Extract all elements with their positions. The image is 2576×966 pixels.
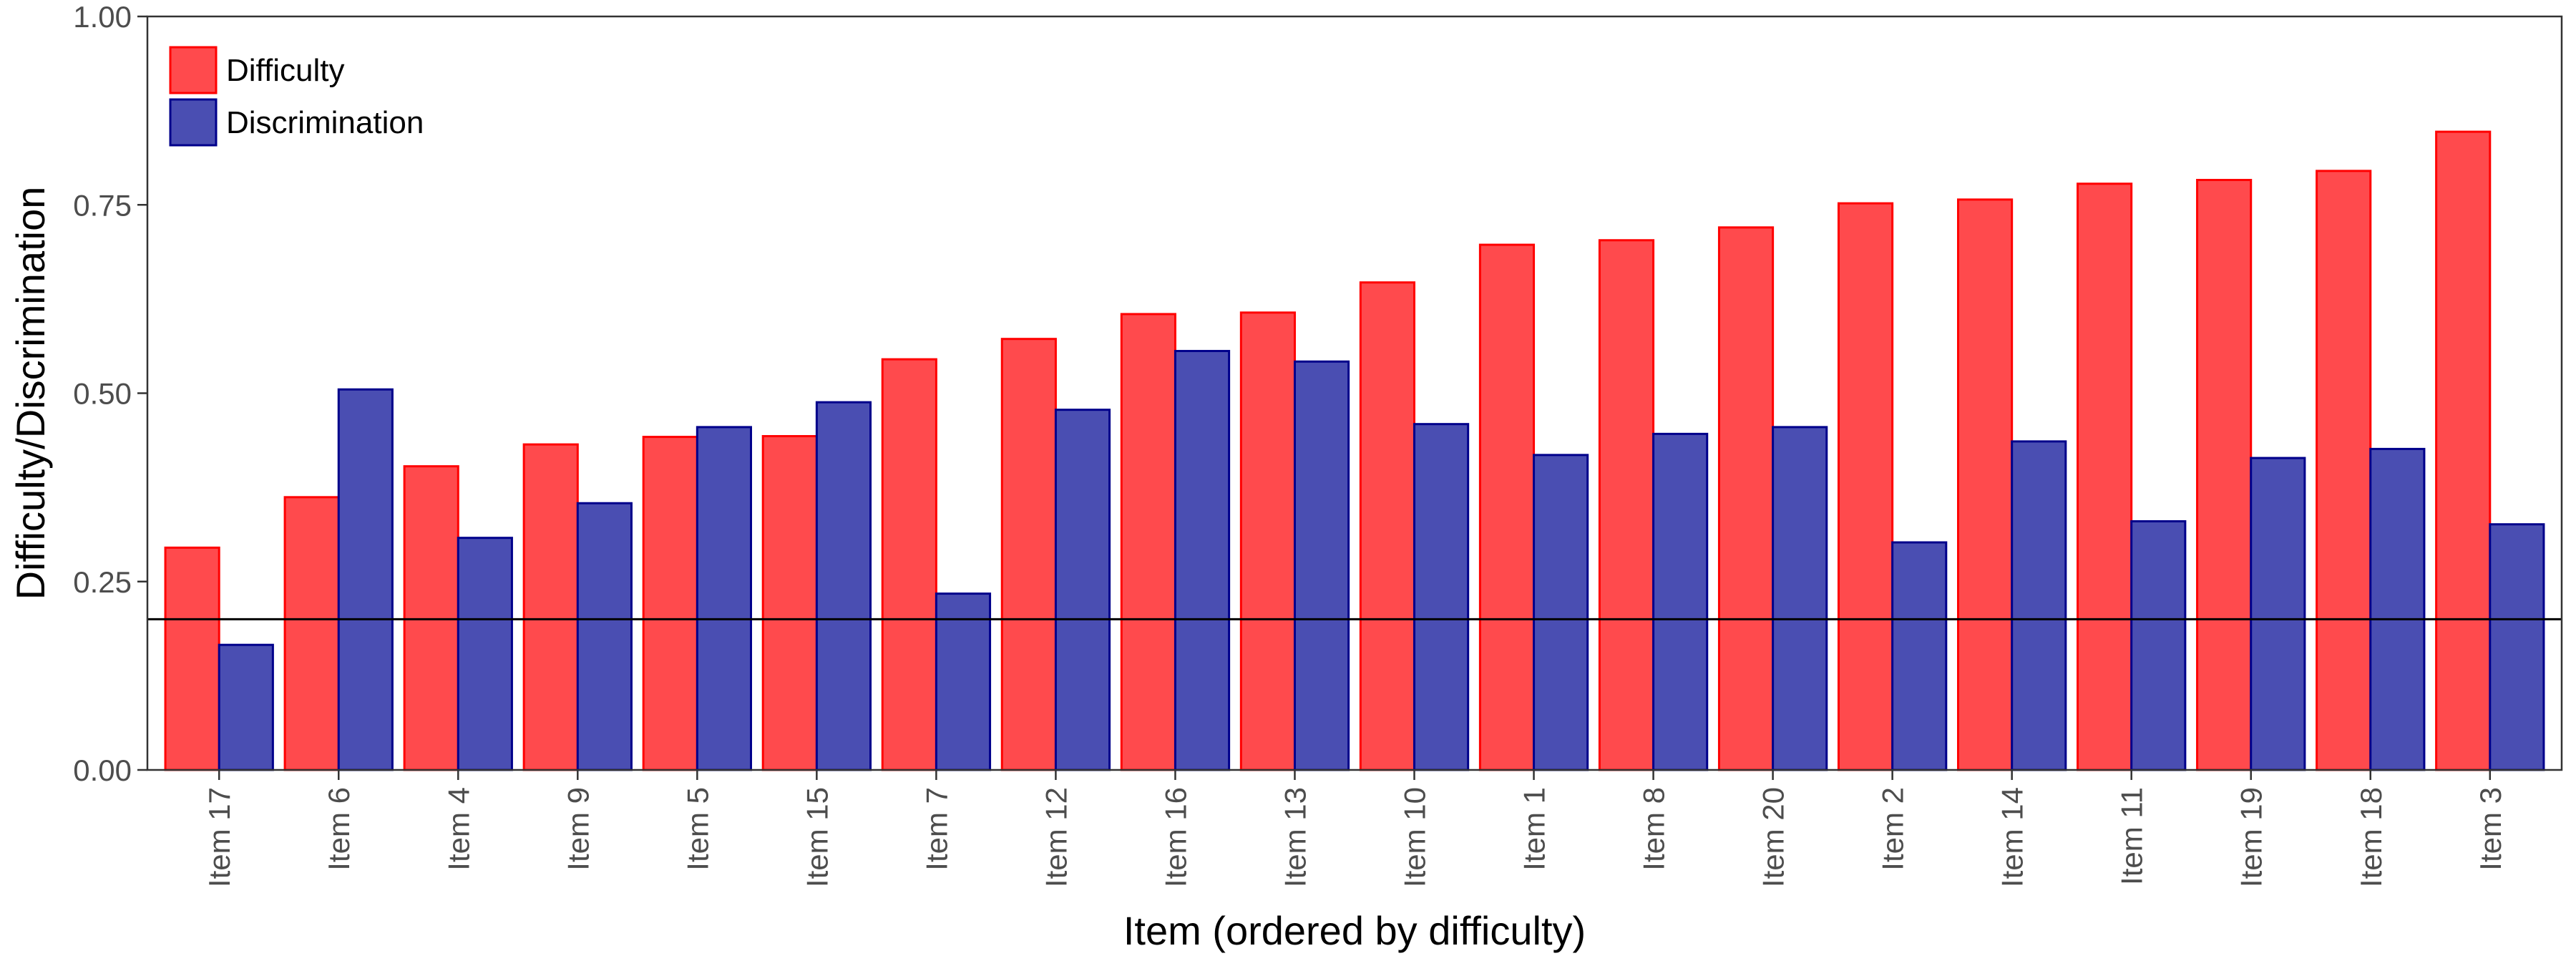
x-tick-label: Item 7 [919, 787, 953, 871]
bar-difficulty-item-5 [642, 436, 698, 771]
bar-difficulty-item-15 [761, 435, 818, 771]
bar-discrimination-item-20 [1772, 426, 1828, 771]
legend-key-difficulty [169, 46, 218, 94]
bar-difficulty-item-13 [1239, 311, 1296, 771]
legend: Difficulty Discrimination [169, 46, 424, 147]
bar-difficulty-item-14 [1957, 198, 2014, 771]
bars-layer [164, 130, 2545, 771]
bar-difficulty-item-7 [881, 358, 937, 771]
x-tick-label: Item 10 [1398, 787, 1432, 887]
x-tick-label: Item 6 [322, 787, 356, 871]
bar-discrimination-item-13 [1293, 360, 1350, 771]
y-axis: 0.00 0.25 0.50 0.75 1.00 [73, 0, 147, 787]
x-tick-label: Item 2 [1876, 787, 1910, 871]
bar-difficulty-item-4 [403, 465, 459, 771]
x-tick-label: Item 16 [1158, 787, 1192, 887]
bar-discrimination-item-17 [218, 643, 274, 771]
x-tick-label: Item 3 [2474, 787, 2507, 871]
y-tick-label: 0.75 [73, 188, 132, 222]
bar-discrimination-item-1 [1533, 454, 1589, 771]
bar-discrimination-item-4 [457, 537, 513, 771]
bar-difficulty-item-11 [2077, 182, 2133, 771]
x-tick-label: Item 17 [203, 787, 236, 887]
x-tick-label: Item 19 [2235, 787, 2268, 887]
bar-difficulty-item-3 [2435, 130, 2492, 771]
x-tick-label: Item 14 [1996, 787, 2029, 887]
bar-discrimination-item-5 [696, 426, 752, 771]
legend-label-discrimination: Discrimination [226, 105, 424, 140]
x-tick-label: Item 5 [680, 787, 714, 871]
bar-difficulty-item-10 [1359, 281, 1416, 771]
y-tick-label: 1.00 [73, 0, 132, 34]
bar-discrimination-item-10 [1413, 423, 1470, 771]
bar-difficulty-item-9 [522, 443, 579, 771]
x-tick-label: Item 9 [561, 787, 595, 871]
bar-difficulty-item-1 [1478, 243, 1536, 771]
bar-discrimination-item-7 [935, 592, 992, 771]
bar-difficulty-item-12 [1000, 338, 1057, 771]
bar-discrimination-item-9 [576, 502, 633, 771]
bar-discrimination-item-15 [815, 401, 872, 771]
x-tick-label: Item 8 [1637, 787, 1671, 871]
bar-difficulty-item-6 [283, 496, 340, 771]
y-axis-title: Difficulty/Discrimination [8, 187, 53, 600]
bar-discrimination-item-2 [1891, 541, 1948, 771]
y-tick-label: 0.25 [73, 565, 132, 599]
bar-discrimination-item-11 [2130, 520, 2187, 771]
x-tick-label: Item 11 [2115, 787, 2149, 885]
bar-difficulty-item-2 [1837, 202, 1894, 771]
bar-difficulty-item-17 [164, 546, 220, 771]
x-tick-label: Item 18 [2354, 787, 2388, 887]
bar-discrimination-item-14 [2011, 440, 2067, 771]
bar-discrimination-item-19 [2250, 457, 2306, 771]
bar-discrimination-item-18 [2369, 447, 2426, 771]
y-tick-label: 0.50 [73, 377, 132, 411]
bar-difficulty-item-20 [1717, 226, 1775, 771]
x-tick-label: Item 15 [800, 787, 834, 887]
x-tick-label: Item 4 [441, 787, 475, 871]
legend-key-discrimination [169, 98, 218, 147]
bar-difficulty-item-16 [1120, 313, 1176, 771]
bar-discrimination-item-8 [1652, 432, 1709, 771]
x-axis: Item 17 Item 6 Item 4 Item 9 Item 5 Item 15 It… [203, 770, 2507, 887]
bar-discrimination-item-16 [1174, 350, 1231, 771]
x-axis-title: Item (ordered by difficulty) [1123, 908, 1586, 953]
bar-discrimination-item-12 [1054, 409, 1111, 771]
legend-label-difficulty: Difficulty [226, 53, 344, 88]
x-tick-label: Item 12 [1039, 787, 1073, 887]
x-tick-label: Item 20 [1757, 787, 1790, 887]
x-tick-label: Item 13 [1278, 787, 1312, 887]
bar-difficulty-item-19 [2196, 179, 2253, 771]
bar-difficulty-item-8 [1598, 239, 1655, 771]
bar-discrimination-item-3 [2489, 523, 2545, 771]
x-tick-label: Item 1 [1518, 787, 1551, 871]
bar-difficulty-item-18 [2316, 170, 2372, 771]
bar-discrimination-item-6 [337, 388, 394, 771]
y-tick-label: 0.00 [73, 753, 132, 787]
